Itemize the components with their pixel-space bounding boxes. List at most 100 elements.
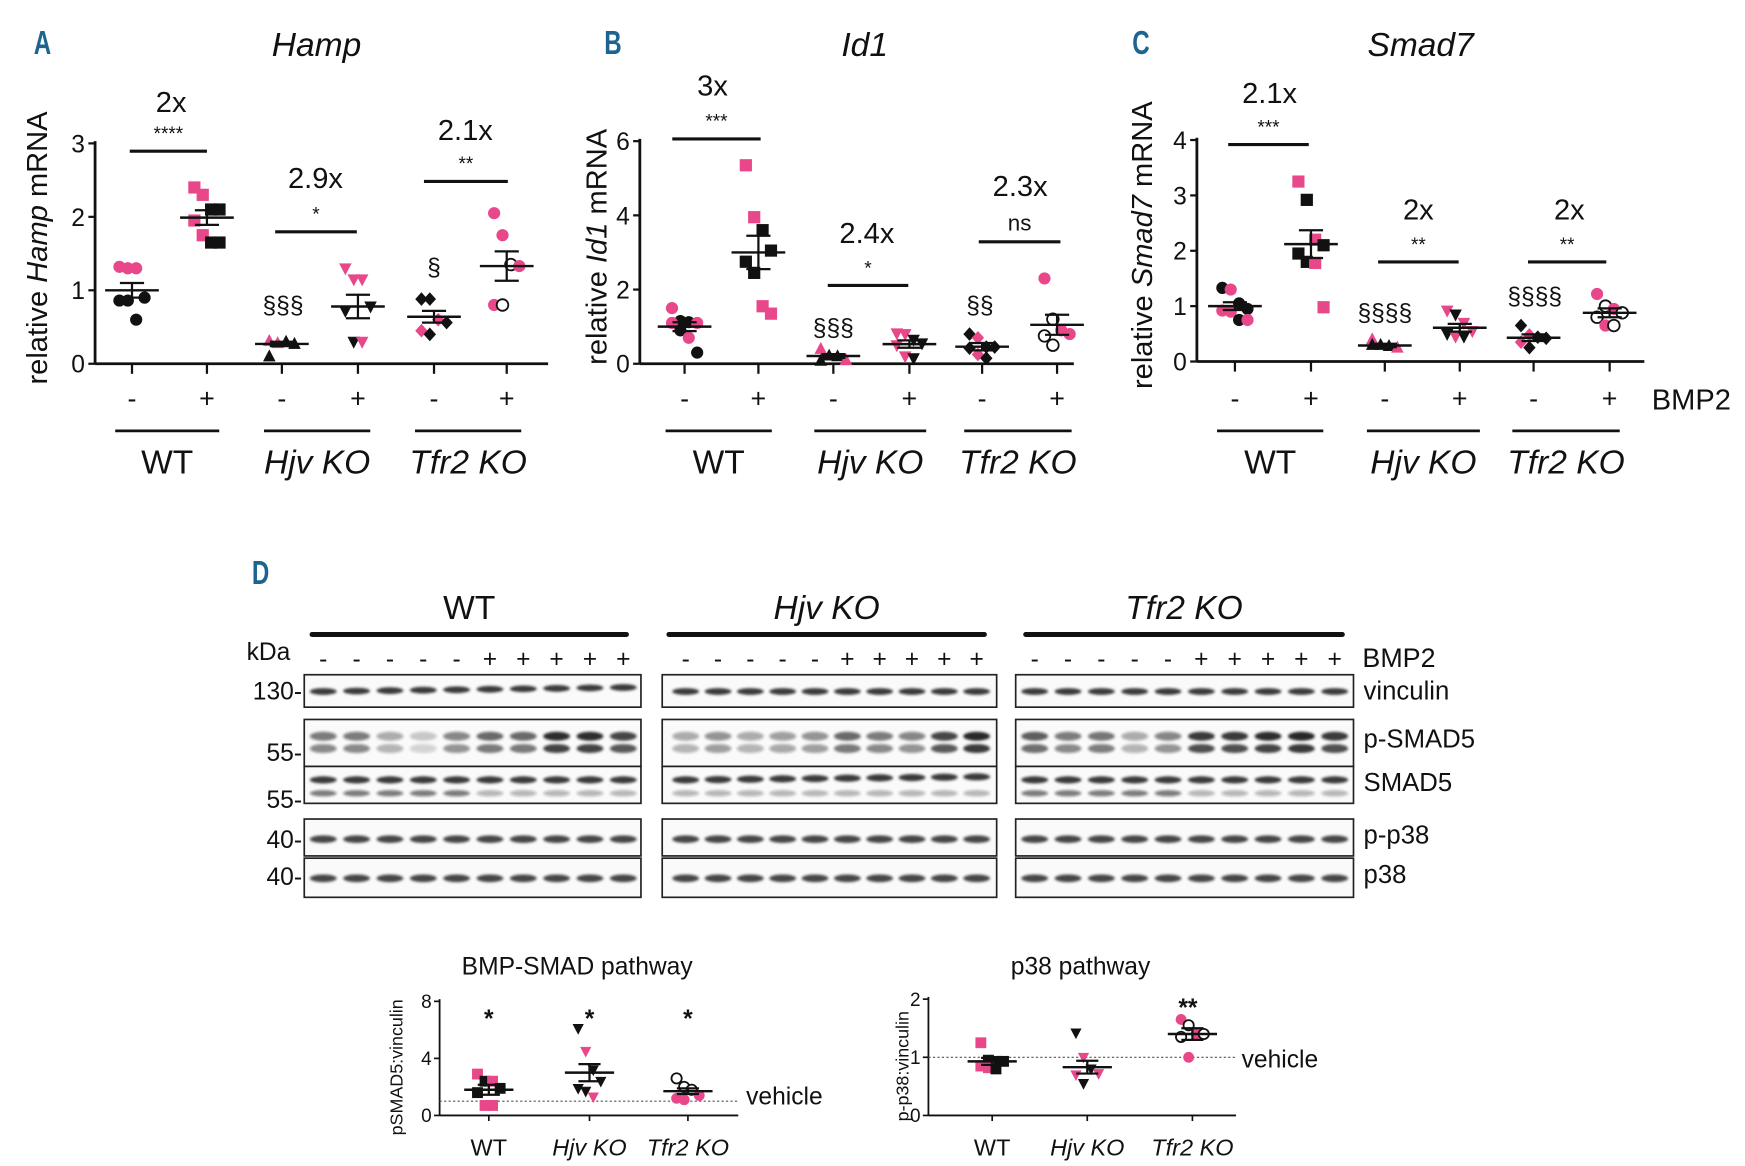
protein-band: [898, 688, 926, 695]
protein-band: [409, 776, 437, 784]
vs-wt-significance: §: [427, 254, 441, 281]
data-point-square: [756, 224, 769, 237]
fold-change-label: 2x: [1554, 194, 1585, 226]
protein-band: [1321, 688, 1349, 695]
protein-band: [576, 874, 604, 883]
protein-band: [343, 790, 371, 797]
lane-bmp2-sign: +: [516, 646, 530, 673]
data-point-tri-down: [572, 1024, 584, 1035]
data-point-square: [196, 229, 209, 242]
protein-band: [898, 835, 926, 843]
protein-band: [963, 874, 991, 883]
protein-band: [1054, 776, 1082, 784]
protein-band: [833, 835, 861, 843]
protein-band: [1154, 731, 1182, 741]
protein-band: [963, 688, 991, 695]
protein-band: [704, 744, 732, 754]
fold-change-label: 2.1x: [438, 115, 493, 147]
y-axis-label-pre: relative: [22, 283, 54, 385]
y-tick-label: 3: [71, 131, 85, 158]
protein-band: [609, 744, 637, 754]
protein-band: [409, 744, 437, 754]
protein-band: [898, 744, 926, 754]
protein-band: [866, 774, 894, 782]
data-point-tri-down: [587, 1092, 599, 1104]
lane-bmp2-sign: +: [905, 646, 919, 673]
data-point-square: [739, 255, 752, 268]
genotype-label: Tfr2 KO: [409, 444, 526, 481]
lane-bmp2-sign: -: [1164, 646, 1172, 673]
data-point-square: [748, 266, 761, 279]
protein-band: [1087, 731, 1115, 741]
protein-band: [443, 744, 471, 754]
protein-band: [443, 731, 471, 741]
protein-band: [769, 744, 797, 754]
data-point-tri-down: [907, 353, 920, 366]
protein-band: [1287, 776, 1315, 784]
protein-band: [1287, 744, 1315, 754]
protein-band: [1087, 776, 1115, 784]
protein-band: [1287, 835, 1315, 843]
lane-bmp2-sign: -: [353, 646, 361, 673]
protein-band: [1021, 731, 1049, 741]
blot-strip-smad5: [1014, 765, 1355, 805]
y-axis-label-post: mRNA: [22, 111, 54, 205]
protein-band: [1254, 790, 1282, 797]
data-point-tri-down: [1449, 309, 1462, 322]
bmp2-sign: +: [1049, 383, 1065, 413]
protein-band: [543, 731, 571, 741]
protein-band: [1021, 790, 1049, 797]
data-point-square: [494, 1082, 506, 1094]
protein-band: [1287, 731, 1315, 741]
y-tick-label: 0: [71, 352, 85, 379]
protein-band: [476, 685, 504, 693]
protein-band: [609, 874, 637, 883]
group-label: Tfr2 KO: [647, 1135, 729, 1161]
blot-row-label: p-p38: [1364, 822, 1430, 850]
protein-band: [704, 835, 732, 843]
protein-band: [801, 731, 829, 741]
vs-wt-significance: §§§: [813, 315, 854, 342]
protein-band: [672, 688, 700, 695]
protein-band: [1054, 835, 1082, 843]
protein-band: [1187, 744, 1215, 754]
lane-bmp2-sign: +: [1194, 646, 1208, 673]
protein-band: [1154, 835, 1182, 843]
protein-band: [1087, 790, 1115, 797]
y-axis-label-gene: Id1: [581, 223, 613, 263]
protein-band: [801, 835, 829, 843]
lane-bmp2-sign: +: [549, 646, 563, 673]
data-point-circle: [1590, 287, 1604, 301]
data-point-square: [188, 214, 201, 227]
data-point-square: [756, 300, 769, 313]
data-point-circle: [1038, 272, 1051, 285]
protein-band: [1187, 688, 1215, 695]
protein-band: [309, 790, 337, 797]
protein-band: [509, 744, 537, 754]
protein-band: [409, 731, 437, 741]
protein-band: [1254, 874, 1282, 883]
protein-band: [930, 731, 958, 741]
protein-band: [1187, 835, 1215, 843]
y-axis-label: relative Smad7 mRNA: [1127, 101, 1159, 389]
protein-band: [476, 874, 504, 883]
data-point-circle: [1241, 313, 1254, 327]
protein-band: [833, 874, 861, 883]
data-point-circle: [1183, 1051, 1195, 1063]
y-tick-label: 4: [421, 1049, 432, 1070]
protein-band: [543, 874, 571, 883]
y-tick-label: 1: [910, 1048, 921, 1069]
protein-band: [609, 684, 637, 691]
y-tick-label: 2: [616, 278, 630, 305]
blot-genotype-label: Hjv KO: [774, 590, 880, 627]
y-tick-label: 4: [1173, 128, 1187, 155]
y-tick-label: 3: [1173, 183, 1187, 210]
data-point-circle: [488, 207, 501, 220]
protein-band: [1021, 776, 1049, 784]
genotype-label: WT: [693, 444, 745, 481]
protein-band: [769, 688, 797, 695]
data-point-tri-down: [587, 1065, 599, 1077]
blot-row-label: vinculin: [1364, 677, 1450, 705]
